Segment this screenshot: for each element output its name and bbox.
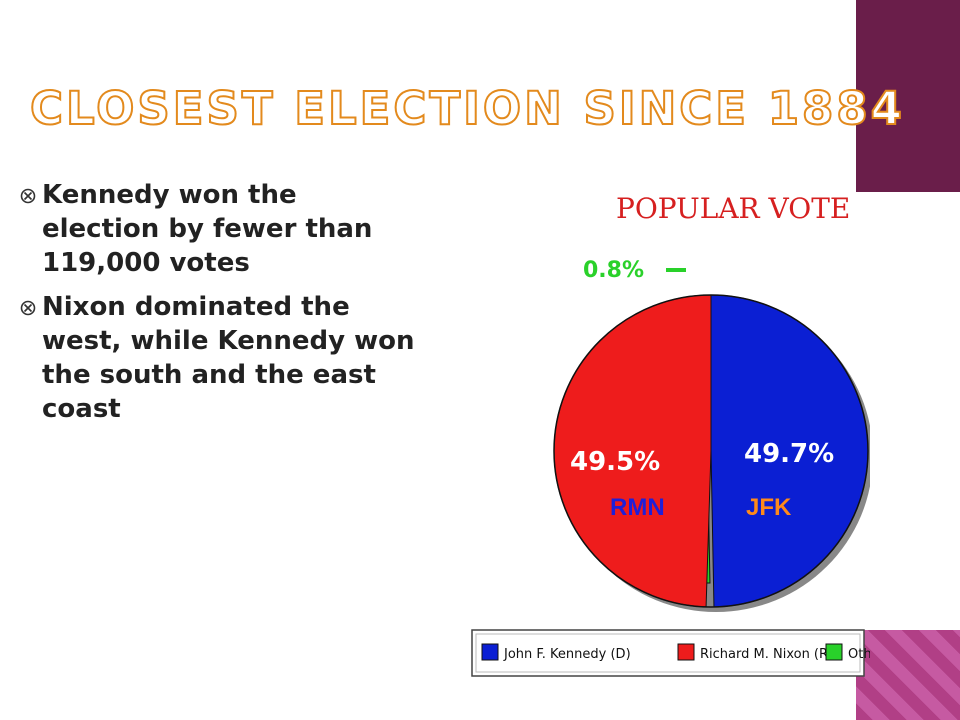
legend-label: Richard M. Nixon (R) (700, 647, 833, 662)
legend-swatch (677, 643, 695, 661)
legend-label: Other (848, 647, 870, 662)
bullet-item: Nixon dominated the west, while Kennedy … (20, 290, 420, 426)
circle-cross-bullet-icon (20, 188, 36, 204)
chart-title: POPULAR VOTE (616, 192, 850, 225)
slide-title: Closest Election since 1884 (29, 81, 905, 136)
bullet-list: Kennedy won the election by fewer than 1… (20, 178, 420, 436)
accent-bar-bottom (856, 630, 960, 720)
legend-swatch (825, 643, 843, 661)
bullet-text: Kennedy won the election by fewer than 1… (42, 180, 373, 278)
pie-outline (553, 294, 869, 608)
legend-label: John F. Kennedy (D) (503, 647, 631, 662)
bullet-item: Kennedy won the election by fewer than 1… (20, 178, 420, 280)
legend-items: John F. Kennedy (D) Richard M. Nixon (R) O… (481, 643, 870, 662)
other-leader-line (666, 268, 686, 272)
other-percent-label: 0.8% (583, 258, 644, 283)
nixon-initials: RMN (610, 494, 665, 521)
legend-swatch (481, 643, 499, 661)
accent-bar-top (856, 0, 960, 192)
kennedy-percent-label: 49.7% (744, 439, 834, 469)
legend-inner (475, 633, 861, 673)
nixon-percent-label: 49.5% (570, 447, 660, 477)
popular-vote-chart: POPULAR VOTE 0.8% 49.5% 49.7% RMN JFK Jo… (471, 192, 870, 677)
circle-cross-bullet-icon (20, 300, 36, 316)
bullet-text: Nixon dominated the west, while Kennedy … (42, 292, 415, 424)
legend-box (471, 629, 865, 677)
kennedy-initials: JFK (746, 494, 792, 521)
chart-legend: John F. Kennedy (D) Richard M. Nixon (R) O… (471, 629, 870, 677)
